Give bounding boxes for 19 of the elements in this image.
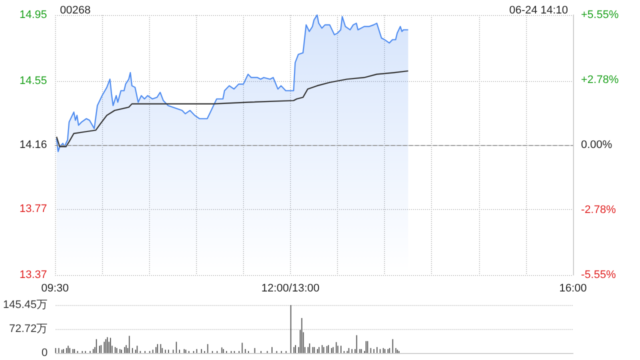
- x-tick-label: 16:00: [559, 282, 587, 294]
- y-tick-label: 13.37: [19, 269, 47, 281]
- y-tick-label: 14.95: [19, 9, 47, 21]
- y2-tick-label: +2.78%: [581, 74, 619, 86]
- y3-tick-label: 145.45万: [2, 299, 48, 311]
- y2-tick-label: -5.55%: [581, 269, 616, 281]
- y2-tick-label: -2.78%: [581, 204, 616, 216]
- y-tick-label: 14.16: [19, 139, 47, 151]
- y2-tick-label: +5.55%: [581, 9, 619, 21]
- y2-tick-label: 0.00%: [581, 139, 612, 151]
- x-tick-label: 09:30: [41, 282, 69, 294]
- x-tick-label: 12:00/13:00: [261, 282, 320, 294]
- chart-title: 00268: [60, 4, 91, 16]
- y3-tick-label: 72.72万: [9, 323, 48, 335]
- y-tick-label: 14.55: [19, 74, 47, 87]
- annotation: 06-24 14:10: [509, 4, 568, 16]
- y3-tick-label: 0: [42, 347, 48, 359]
- y-tick-label: 13.77: [19, 203, 47, 216]
- line-series: [56, 70, 409, 148]
